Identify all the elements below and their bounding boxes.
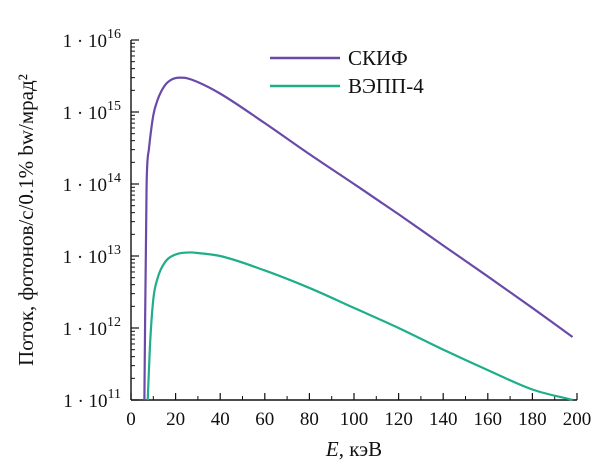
y-tick-mantissa: 1 · 10 bbox=[63, 319, 107, 340]
y-tick-mantissa: 1 · 10 bbox=[63, 103, 107, 124]
x-tick-label: 100 bbox=[340, 409, 369, 430]
x-tick-label: 180 bbox=[518, 409, 547, 430]
y-tick-label: 1 · 1011 bbox=[63, 387, 121, 412]
y-tick-mantissa: 1 · 10 bbox=[63, 31, 107, 52]
y-tick-exponent: 16 bbox=[107, 27, 121, 42]
legend-label-2: ВЭПП-4 bbox=[348, 74, 424, 98]
y-axis-title: Поток, фотонов/с/0.1% bw/мрад² bbox=[14, 74, 38, 366]
x-tick-label: 0 bbox=[126, 409, 136, 430]
x-ticks: 0 20 40 60 80 100 120 140 160 180 200 bbox=[126, 393, 591, 430]
x-tick-label: 80 bbox=[300, 409, 319, 430]
series-line-2 bbox=[146, 251, 573, 402]
x-tick-label: 200 bbox=[563, 409, 592, 430]
y-tick-label: 1 · 1015 bbox=[63, 99, 121, 124]
x-tick-label: 160 bbox=[474, 409, 503, 430]
y-tick-label: 1 · 1013 bbox=[63, 243, 121, 268]
y-tick-label: 1 · 1014 bbox=[63, 171, 121, 196]
x-axis-title: E, кэВ bbox=[325, 437, 382, 461]
series-line-1 bbox=[143, 76, 574, 401]
y-tick-exponent: 11 bbox=[108, 387, 121, 402]
legend-items: СКИФ ВЭПП-4 bbox=[270, 46, 424, 98]
y-tick-mantissa: 1 · 10 bbox=[63, 247, 107, 268]
x-tick-label: 120 bbox=[384, 409, 413, 430]
y-tick-label: 1 · 1012 bbox=[63, 315, 121, 340]
y-tick-exponent: 15 bbox=[107, 99, 121, 114]
x-tick-label: 140 bbox=[429, 409, 458, 430]
y-tick-exponent: 14 bbox=[107, 171, 121, 186]
y-tick-mantissa: 1 · 10 bbox=[63, 175, 107, 196]
y-tick-mantissa: 1 · 10 bbox=[63, 391, 107, 412]
x-axis-title-italic: E bbox=[325, 437, 339, 461]
legend-label-1: СКИФ bbox=[348, 46, 408, 70]
series-lines bbox=[143, 76, 574, 402]
x-tick-label: 40 bbox=[211, 409, 230, 430]
x-tick-label: 60 bbox=[255, 409, 274, 430]
y-tick-label: 1 · 1016 bbox=[63, 27, 121, 52]
x-axis-title-rest: , кэВ bbox=[339, 437, 382, 461]
x-tick-label: 20 bbox=[166, 409, 185, 430]
y-tick-exponent: 13 bbox=[107, 243, 121, 258]
legend: СКИФ ВЭПП-4 bbox=[270, 46, 424, 98]
y-tick-exponent: 12 bbox=[107, 315, 121, 330]
